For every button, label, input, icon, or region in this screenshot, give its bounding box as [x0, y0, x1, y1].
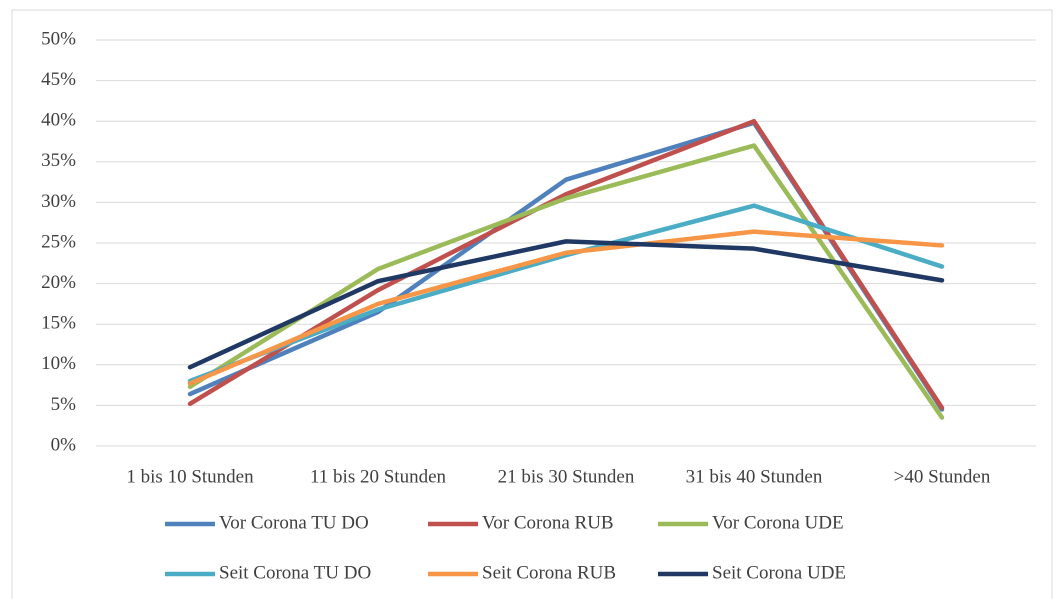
x-tick-label: 21 bis 30 Stunden — [498, 466, 635, 487]
legend-label: Seit Corona TU DO — [219, 562, 371, 583]
legend-label: Vor Corona RUB — [482, 512, 614, 533]
legend-label: Seit Corona RUB — [482, 562, 616, 583]
y-tick-label: 5% — [51, 394, 77, 415]
y-tick-label: 15% — [41, 313, 76, 334]
y-tick-label: 20% — [41, 272, 76, 293]
y-tick-label: 0% — [51, 434, 77, 455]
x-tick-label: 11 bis 20 Stunden — [310, 466, 446, 487]
y-tick-label: 50% — [41, 28, 76, 49]
y-tick-label: 40% — [41, 110, 76, 131]
y-tick-label: 30% — [41, 191, 76, 212]
y-tick-label: 25% — [41, 231, 76, 252]
chart-border — [11, 9, 1053, 599]
y-tick-label: 45% — [41, 69, 76, 90]
legend-label: Vor Corona TU DO — [219, 512, 369, 533]
y-tick-label: 10% — [41, 353, 76, 374]
x-tick-label: >40 Stunden — [894, 466, 991, 487]
legend-label: Vor Corona UDE — [712, 512, 844, 533]
series-line — [187, 229, 945, 386]
series-line — [187, 239, 945, 370]
x-tick-label: 31 bis 40 Stunden — [686, 466, 823, 487]
x-tick-label: 1 bis 10 Stunden — [126, 466, 254, 487]
series-line — [187, 203, 945, 384]
legend-label: Seit Corona UDE — [712, 562, 846, 583]
y-tick-label: 35% — [41, 150, 76, 171]
